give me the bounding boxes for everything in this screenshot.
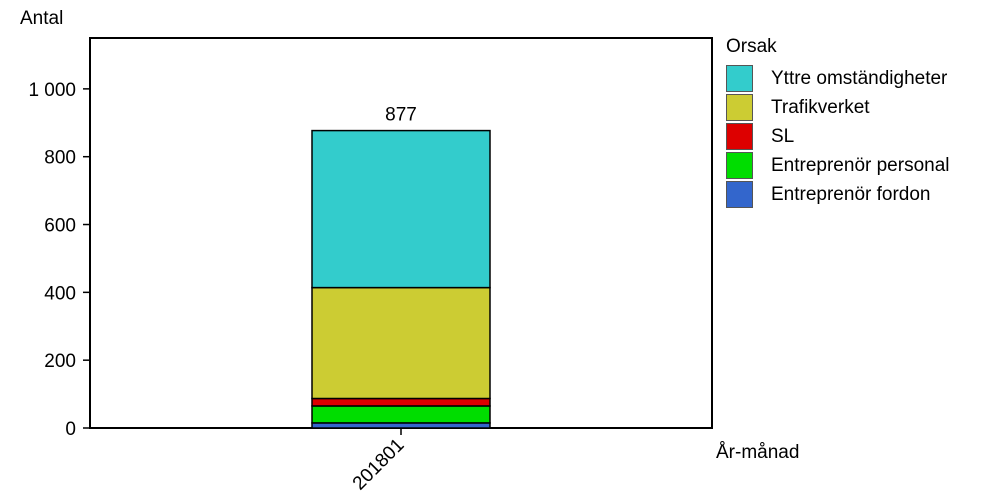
legend-items: Yttre omständigheter Trafikverket SL Entrep… xyxy=(726,64,950,209)
x-axis-label: År-månad xyxy=(716,442,799,463)
y-tick-label: 200 xyxy=(44,351,76,372)
y-tick-label: 600 xyxy=(44,216,76,237)
legend-item: Yttre omständigheter xyxy=(726,64,950,93)
y-tick-label: 0 xyxy=(65,419,76,440)
bar-total-label: 877 xyxy=(385,105,417,126)
legend-label: Yttre omständigheter xyxy=(771,67,948,89)
y-tick-label: 1 000 xyxy=(28,80,76,101)
legend-swatch xyxy=(726,94,753,121)
bar-segment xyxy=(311,405,491,424)
legend-label: SL xyxy=(771,125,795,147)
legend-swatch xyxy=(726,152,753,179)
legend-swatch xyxy=(726,123,753,150)
legend-swatch xyxy=(726,181,753,208)
y-tick-label: 800 xyxy=(44,148,76,169)
legend-item: SL xyxy=(726,122,950,151)
legend-item: Entreprenör personal xyxy=(726,151,950,180)
legend-item: Entreprenör fordon xyxy=(726,180,950,209)
legend-label: Entreprenör fordon xyxy=(771,183,931,205)
x-tick-label: 201801 xyxy=(349,435,409,495)
bar-segment xyxy=(311,422,491,429)
bar-segment xyxy=(311,286,491,400)
legend-label: Trafikverket xyxy=(771,96,870,118)
y-tick-label: 400 xyxy=(44,283,76,304)
bar-segment xyxy=(311,397,491,407)
bar-segment xyxy=(311,129,491,289)
legend: Orsak Yttre omständigheter Trafikverket SL… xyxy=(726,36,950,209)
legend-item: Trafikverket xyxy=(726,93,950,122)
legend-swatch xyxy=(726,65,753,92)
legend-label: Entreprenör personal xyxy=(771,154,950,176)
y-axis-label: Antal xyxy=(20,8,63,29)
legend-title: Orsak xyxy=(726,36,777,57)
